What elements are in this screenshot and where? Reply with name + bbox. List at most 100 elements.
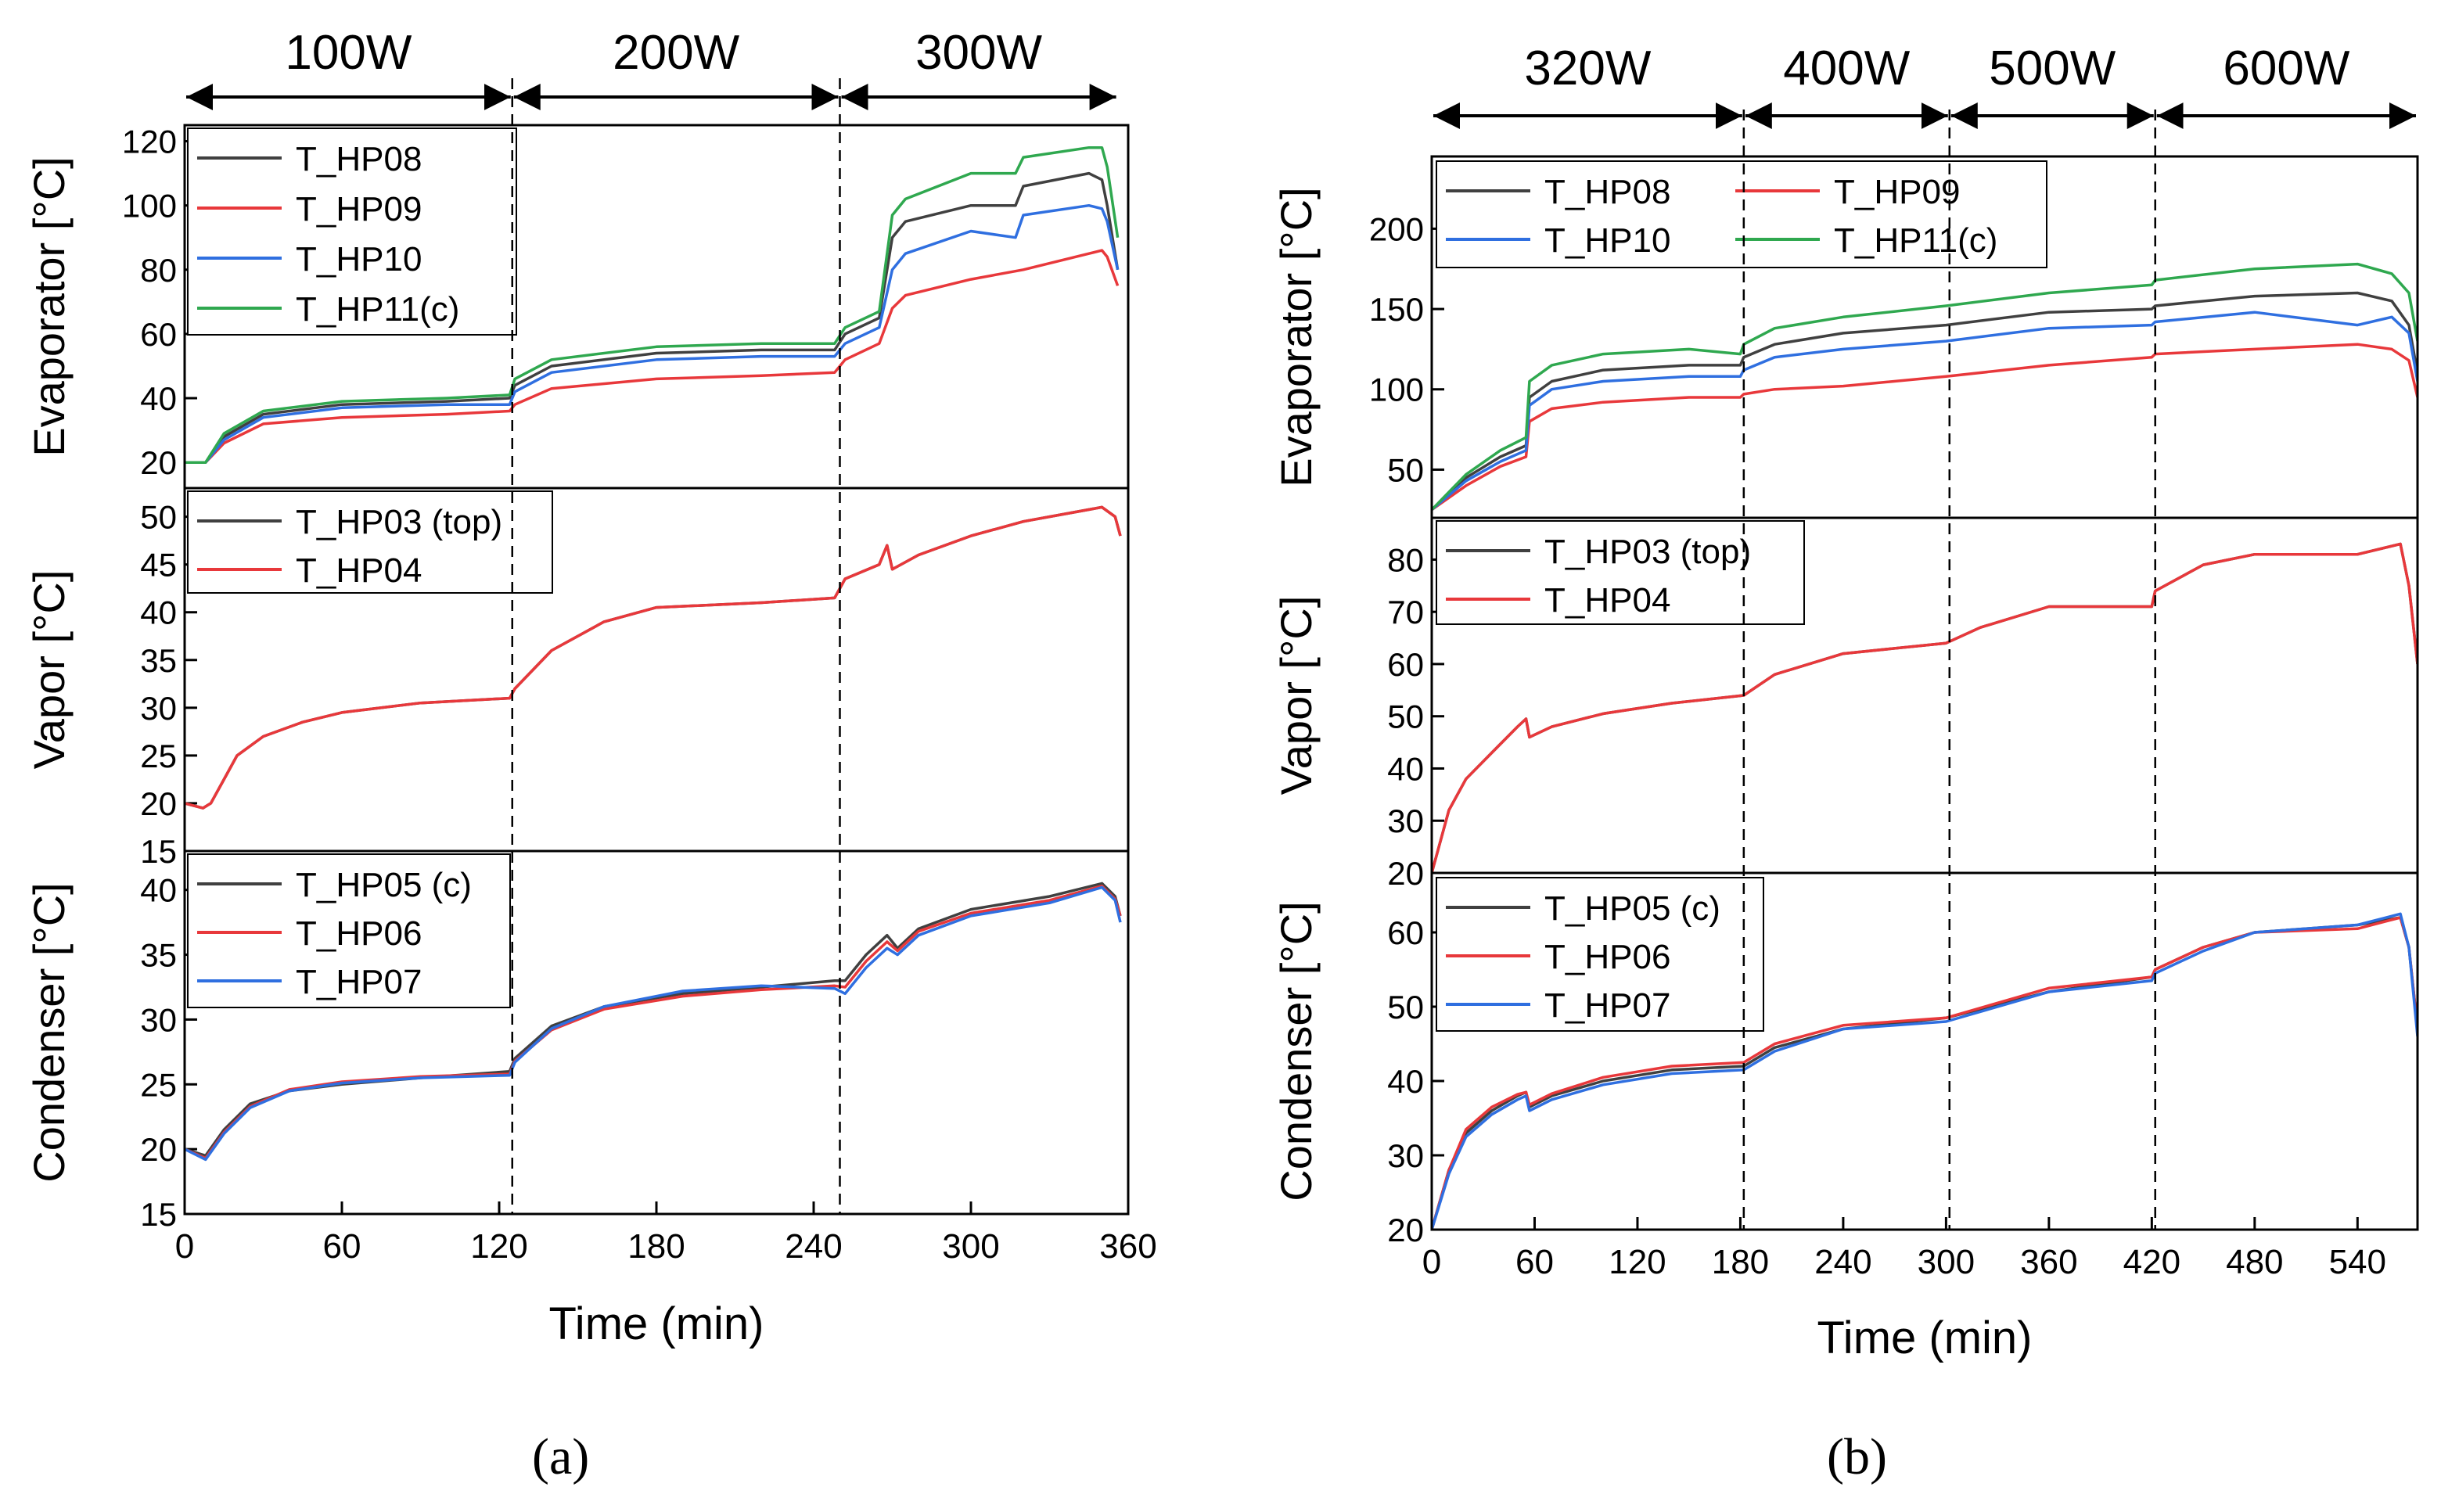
legend: T_HP05 (c) T_HP06 T_HP07 bbox=[1436, 877, 1764, 1032]
x-tick-label: 0 bbox=[1422, 1243, 1441, 1281]
y-tick-label: 20 bbox=[140, 1131, 177, 1168]
y-tick-label: 50 bbox=[1387, 451, 1424, 488]
legend-box bbox=[1436, 520, 1805, 625]
legend-entry: T_HP10 bbox=[296, 240, 422, 278]
x-tick-label: 180 bbox=[627, 1227, 685, 1266]
series-line bbox=[185, 203, 1120, 464]
x-tick-label: 120 bbox=[470, 1227, 527, 1266]
legend-entry: T_HP03 (top) bbox=[1544, 533, 1751, 571]
y-tick-label: 20 bbox=[140, 444, 177, 481]
x-tick-label: 300 bbox=[1918, 1243, 1975, 1281]
x-tick-label: 240 bbox=[1814, 1243, 1871, 1281]
y-tick-label: 35 bbox=[140, 642, 177, 679]
x-tick-label: 360 bbox=[2020, 1243, 2077, 1281]
y-tick-label: 30 bbox=[1387, 1137, 1424, 1174]
x-tick-label: 480 bbox=[2226, 1243, 2283, 1281]
series-group bbox=[1432, 912, 2418, 1230]
y-tick-label: 200 bbox=[1369, 210, 1424, 247]
legend-entry: T_HP09 bbox=[1834, 173, 1960, 211]
power-stage-label: 400W bbox=[1783, 41, 1910, 95]
y-tick-label: 30 bbox=[140, 1001, 177, 1038]
legend-entry: T_HP04 bbox=[1544, 581, 1670, 620]
series-line bbox=[185, 249, 1120, 464]
y-tick-label: 150 bbox=[1369, 291, 1424, 328]
y-tick-label: 70 bbox=[1387, 594, 1424, 630]
y-tick-label: 40 bbox=[1387, 1063, 1424, 1100]
legend-entry: T_HP07 bbox=[1544, 986, 1670, 1025]
power-stage-label: 200W bbox=[613, 26, 739, 80]
x-tick-label: 540 bbox=[2329, 1243, 2386, 1281]
y-tick-label: 30 bbox=[1387, 803, 1424, 839]
y-tick-label: 20 bbox=[1387, 855, 1424, 892]
y-tick-label: 15 bbox=[140, 833, 177, 870]
series-line bbox=[1432, 291, 2418, 511]
power-stage-label: 100W bbox=[285, 26, 412, 80]
legend-entry: T_HP09 bbox=[296, 190, 422, 228]
legend-box bbox=[187, 127, 517, 336]
power-stage-label: 500W bbox=[1989, 41, 2116, 95]
power-stage-label: 600W bbox=[2223, 41, 2349, 95]
x-tick-label: 180 bbox=[1712, 1243, 1769, 1281]
series-group bbox=[1432, 262, 2418, 512]
series-group bbox=[185, 882, 1122, 1162]
legend: T_HP05 (c) T_HP06 T_HP07 bbox=[187, 853, 511, 1008]
y-tick-label: 30 bbox=[140, 690, 177, 727]
series-line bbox=[1432, 262, 2418, 511]
y-tick-label: 60 bbox=[1387, 646, 1424, 683]
x-tick-label: 120 bbox=[1609, 1243, 1666, 1281]
legend-entry: T_HP03 (top) bbox=[296, 503, 502, 541]
legend-entry: T_HP07 bbox=[296, 963, 422, 1001]
chart-panel-a: 100W 200W 300W 20 40 60 80 100 120 Evaporator [°C… bbox=[24, 26, 1157, 1349]
series-line bbox=[185, 505, 1122, 810]
legend-entry: T_HP06 bbox=[1544, 938, 1670, 976]
legend: T_HP03 (top) T_HP04 bbox=[1436, 520, 1805, 625]
subplot-condenser: 20 30 40 50 60 Condenser [°C] T_HP05 (c) T_HP06… bbox=[1271, 871, 2419, 1248]
y-tick-label: 120 bbox=[122, 124, 177, 160]
y-tick-label: 60 bbox=[1387, 914, 1424, 951]
x-axis-label: Time (min) bbox=[1817, 1313, 2033, 1363]
y-tick-label: 80 bbox=[1387, 541, 1424, 578]
panel-label-a: (a) bbox=[532, 1428, 590, 1485]
y-tick-label: 60 bbox=[140, 316, 177, 353]
y-tick-label: 45 bbox=[140, 547, 177, 584]
series-group bbox=[185, 145, 1120, 464]
series-group bbox=[185, 505, 1122, 810]
power-stage-label: 300W bbox=[915, 26, 1042, 80]
series-line bbox=[1432, 343, 2418, 512]
y-tick-label: 20 bbox=[1387, 1212, 1424, 1248]
legend-entry: T_HP08 bbox=[1544, 173, 1670, 211]
y-tick-label: 25 bbox=[140, 738, 177, 774]
x-tick-label: 300 bbox=[942, 1227, 999, 1266]
y-axis-label: Vapor [°C] bbox=[1271, 596, 1321, 796]
x-tick-label: 60 bbox=[323, 1227, 361, 1266]
legend: T_HP08 T_HP09 T_HP10 T_HP11(c) bbox=[1436, 160, 2047, 268]
legend-box bbox=[1436, 160, 2047, 268]
x-tick-label: 420 bbox=[2123, 1243, 2180, 1281]
x-tick-label: 360 bbox=[1099, 1227, 1156, 1266]
series-line bbox=[1432, 311, 2418, 512]
y-axis-label: Evaporator [°C] bbox=[1271, 187, 1321, 487]
y-tick-label: 50 bbox=[1387, 989, 1424, 1025]
y-tick-label: 20 bbox=[140, 785, 177, 822]
subplot-evaporator: 50 100 150 200 Evaporator [°C] T_HP08 T_HP09 T_… bbox=[1271, 155, 2419, 519]
legend-entry: T_HP08 bbox=[296, 140, 422, 178]
x-tick-label: 240 bbox=[785, 1227, 842, 1266]
legend: T_HP03 (top) T_HP04 bbox=[187, 490, 553, 594]
y-tick-label: 100 bbox=[1369, 372, 1424, 408]
legend-entry: T_HP06 bbox=[296, 914, 422, 953]
y-tick-label: 50 bbox=[140, 499, 177, 536]
y-tick-label: 80 bbox=[140, 252, 177, 289]
series-line bbox=[185, 885, 1122, 1162]
power-stage-label: 320W bbox=[1524, 41, 1651, 95]
legend: T_HP08 T_HP09 T_HP10 T_HP11(c) bbox=[187, 127, 517, 336]
y-tick-label: 25 bbox=[140, 1066, 177, 1103]
y-tick-label: 40 bbox=[1387, 750, 1424, 787]
legend-entry: T_HP11(c) bbox=[1834, 221, 1997, 260]
series-group bbox=[1432, 542, 2418, 873]
y-axis-label: Evaporator [°C] bbox=[24, 156, 74, 456]
